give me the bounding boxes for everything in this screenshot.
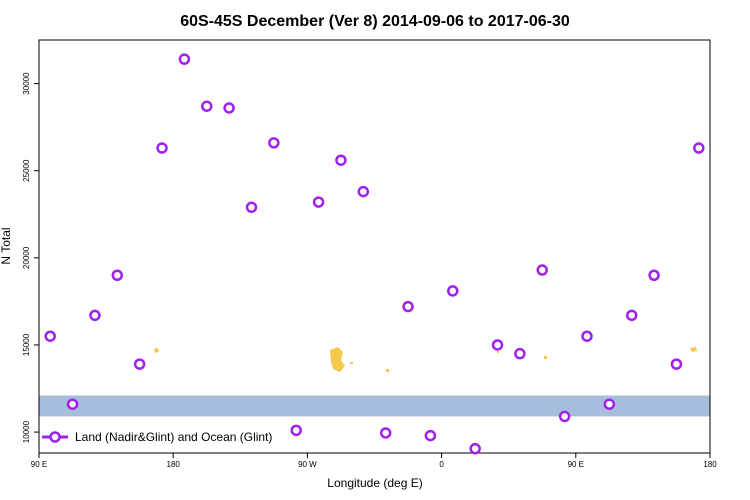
x-axis-label: Longitude (deg E) xyxy=(327,476,422,490)
land-islet xyxy=(544,356,547,359)
y-tick-label: 30000 xyxy=(22,72,31,95)
data-point xyxy=(156,142,168,154)
x-tick-label: 90 E xyxy=(31,460,47,469)
x-tick-label: 90 W xyxy=(298,460,317,469)
data-point xyxy=(44,330,56,342)
y-axis-label: N Total xyxy=(0,227,13,264)
land-islet xyxy=(386,369,389,372)
data-point xyxy=(357,185,370,198)
data-point xyxy=(581,330,593,342)
data-point xyxy=(89,309,101,322)
data-point xyxy=(402,300,414,313)
data-point xyxy=(424,429,437,442)
data-point xyxy=(625,309,638,322)
data-point xyxy=(268,137,280,149)
data-point xyxy=(603,398,616,410)
land-islet xyxy=(497,351,499,353)
data-point xyxy=(133,358,146,370)
land-overlay xyxy=(154,347,697,372)
data-point xyxy=(201,100,213,112)
x-tick-label: 0 xyxy=(439,460,444,469)
data-points xyxy=(44,53,705,455)
data-point xyxy=(223,102,235,114)
chart-title: 60S-45S December (Ver 8) 2014-09-06 to 2… xyxy=(180,13,570,30)
data-point xyxy=(111,269,124,282)
legend: Land (Nadir&Glint) and Ocean (Glint) xyxy=(42,430,272,444)
data-point xyxy=(245,201,258,214)
y-tick-label: 25000 xyxy=(22,159,31,182)
ocean-band xyxy=(39,395,710,417)
land-islet xyxy=(690,347,697,352)
x-axis: 90 E 180 90 W 0 90 E 180 xyxy=(31,453,717,469)
x-tick-label: 180 xyxy=(703,460,717,469)
legend-label: Land (Nadir&Glint) and Ocean (Glint) xyxy=(75,430,272,444)
data-point xyxy=(491,339,504,351)
data-point xyxy=(558,410,571,423)
data-point xyxy=(670,358,683,370)
x-tick-label: 180 xyxy=(167,460,181,469)
legend-marker xyxy=(49,431,61,443)
data-point xyxy=(290,424,302,437)
data-point xyxy=(66,398,79,410)
land-south-america xyxy=(330,347,345,372)
data-point xyxy=(447,285,459,297)
x-tick-label: 90 E xyxy=(568,460,584,469)
data-point xyxy=(693,142,705,154)
data-point xyxy=(648,269,660,282)
y-tick-label: 10000 xyxy=(22,420,31,443)
plot-frame xyxy=(38,39,711,454)
y-axis: 10000 15000 20000 25000 30000 xyxy=(22,72,39,443)
y-tick-label: 20000 xyxy=(22,246,31,269)
data-point xyxy=(514,347,526,360)
data-point xyxy=(335,154,347,166)
land-islet xyxy=(154,348,159,353)
data-point xyxy=(469,442,481,455)
data-point xyxy=(379,427,392,439)
data-point xyxy=(536,264,548,276)
data-point xyxy=(312,196,325,208)
map-band xyxy=(39,395,710,417)
y-tick-label: 15000 xyxy=(22,333,31,356)
data-point xyxy=(178,53,191,65)
land-islet xyxy=(350,362,353,364)
